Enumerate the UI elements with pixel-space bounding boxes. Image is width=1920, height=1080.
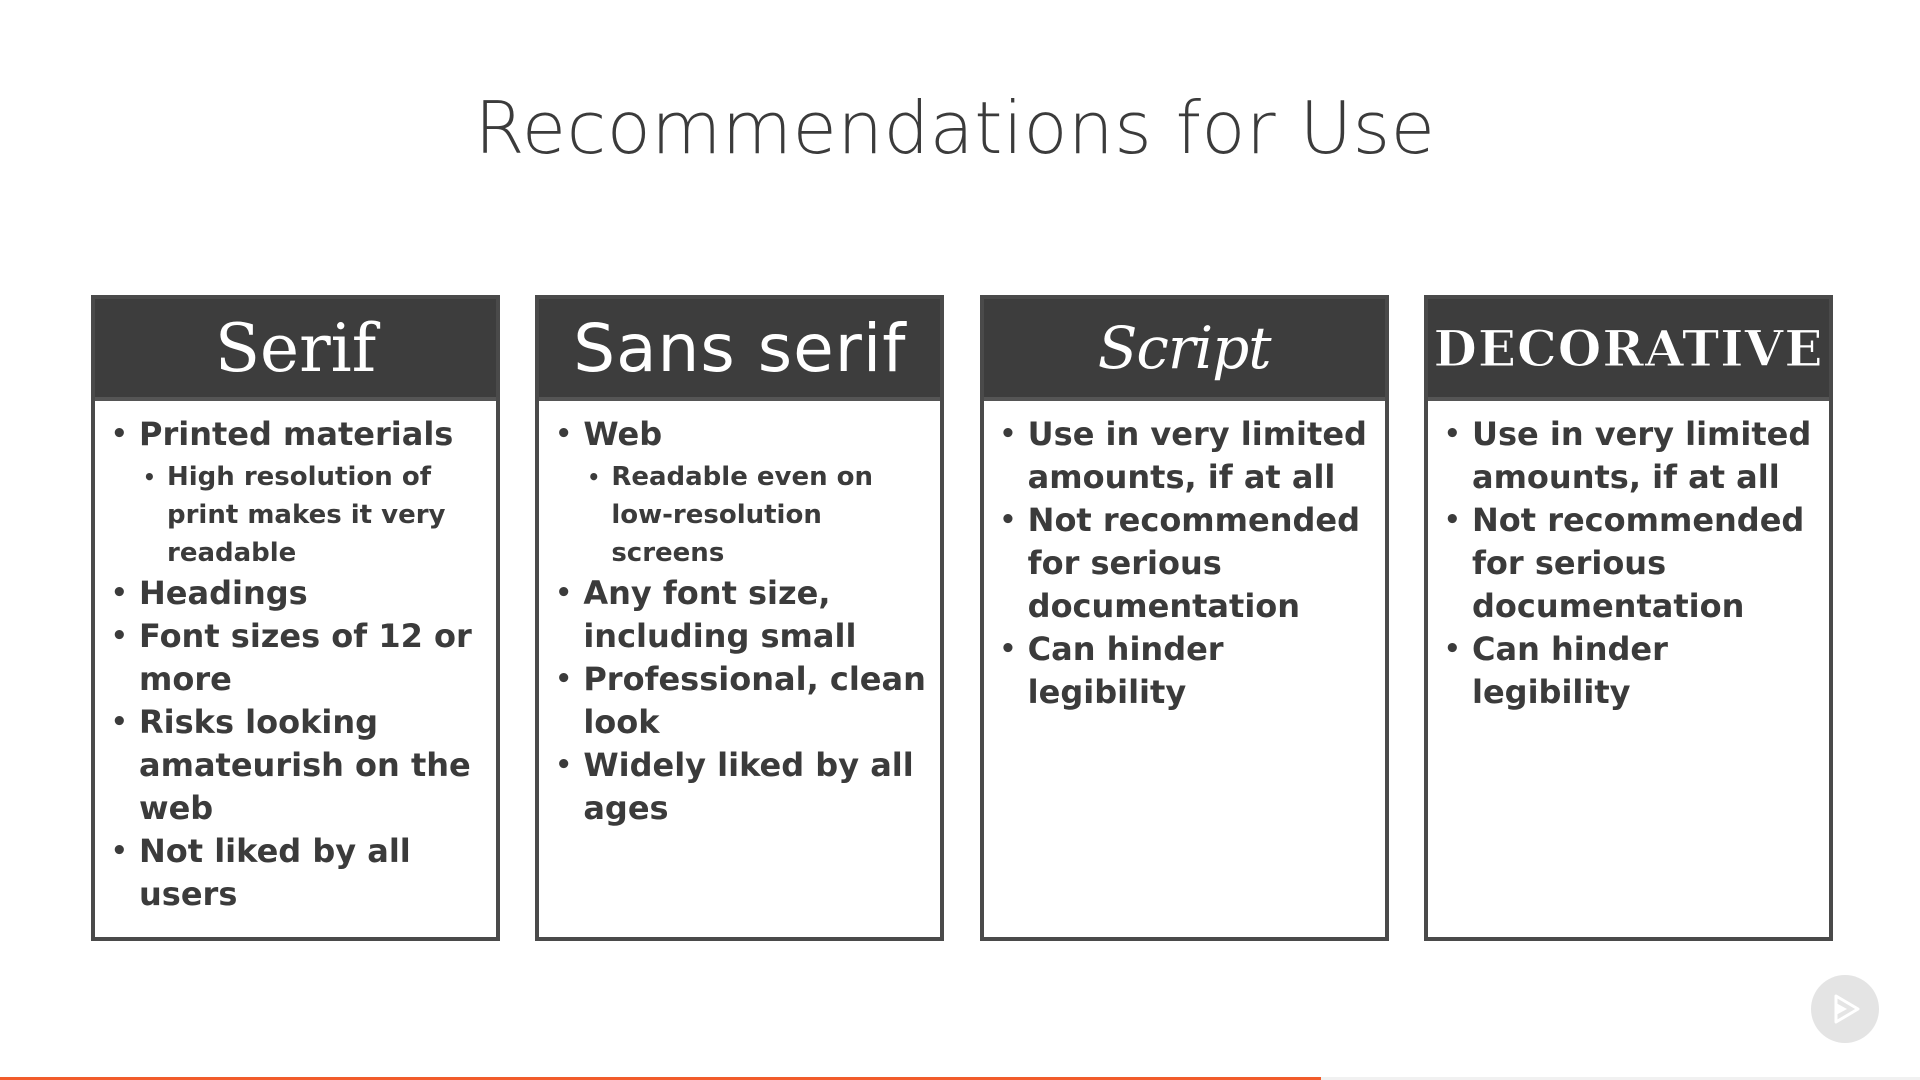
bullet-item: Not recommended for serious documentatio…	[1442, 499, 1817, 628]
column-title-sans-serif: Sans serif	[573, 309, 907, 387]
bullet-item: Not recommended for serious documentatio…	[998, 499, 1373, 628]
column-script: Script Use in very limited amounts, if a…	[979, 295, 1389, 941]
play-button[interactable]	[1811, 975, 1879, 1043]
column-decorative: DECORATIVE Use in very limited amounts, …	[1423, 295, 1833, 941]
font-recommendation-columns: Serif Printed materials High resolution …	[91, 295, 1833, 941]
bullet-list-sans-serif: Web Readable even on low-resolution scre…	[539, 401, 940, 830]
column-header-serif: Serif	[95, 299, 496, 401]
play-icon	[1834, 994, 1860, 1024]
bullet-list-decorative: Use in very limited amounts, if at all N…	[1428, 401, 1829, 714]
bullet-item: Use in very limited amounts, if at all	[998, 413, 1373, 499]
bullet-item: Risks looking amateurish on the web	[109, 701, 484, 830]
bullet-item: Professional, clean look	[553, 658, 928, 744]
column-title-script: Script	[1097, 314, 1272, 382]
slide-title: Recommendations for Use	[474, 86, 1436, 170]
bullet-item: Use in very limited amounts, if at all	[1442, 413, 1817, 499]
column-title-decorative: DECORATIVE	[1433, 318, 1824, 378]
bullet-item: Any font size, including small	[553, 572, 928, 658]
sub-bullet-list: Readable even on low-resolution screens	[583, 456, 928, 572]
bullet-item: Can hinder legibility	[1442, 628, 1817, 714]
video-progress-fill	[0, 1077, 1321, 1080]
sub-bullet-list: High resolution of print makes it very r…	[139, 456, 484, 572]
bullet-list-serif: Printed materials High resolution of pri…	[95, 401, 496, 916]
bullet-item: Not liked by all users	[109, 830, 484, 916]
bullet-item: Headings	[109, 572, 484, 615]
column-header-script: Script	[983, 299, 1385, 401]
column-sans-serif: Sans serif Web Readable even on low-reso…	[535, 295, 945, 941]
bullet-item: Font sizes of 12 or more	[109, 615, 484, 701]
column-header-sans-serif: Sans serif	[539, 299, 941, 401]
bullet-item: Web Readable even on low-resolution scre…	[553, 413, 928, 572]
bullet-text: Web	[583, 415, 663, 453]
bullet-text: Printed materials	[139, 415, 454, 453]
column-title-serif: Serif	[214, 309, 377, 387]
column-serif: Serif Printed materials High resolution …	[91, 295, 500, 941]
sub-bullet-item: High resolution of print makes it very r…	[139, 458, 484, 572]
bullet-item: Can hinder legibility	[998, 628, 1373, 714]
bullet-item: Widely liked by all ages	[553, 744, 928, 830]
bullet-item: Printed materials High resolution of pri…	[109, 413, 484, 572]
column-header-decorative: DECORATIVE	[1427, 299, 1829, 401]
sub-bullet-item: Readable even on low-resolution screens	[583, 458, 928, 572]
video-progress-bar[interactable]	[0, 1077, 1920, 1080]
bullet-list-script: Use in very limited amounts, if at all N…	[984, 401, 1385, 714]
